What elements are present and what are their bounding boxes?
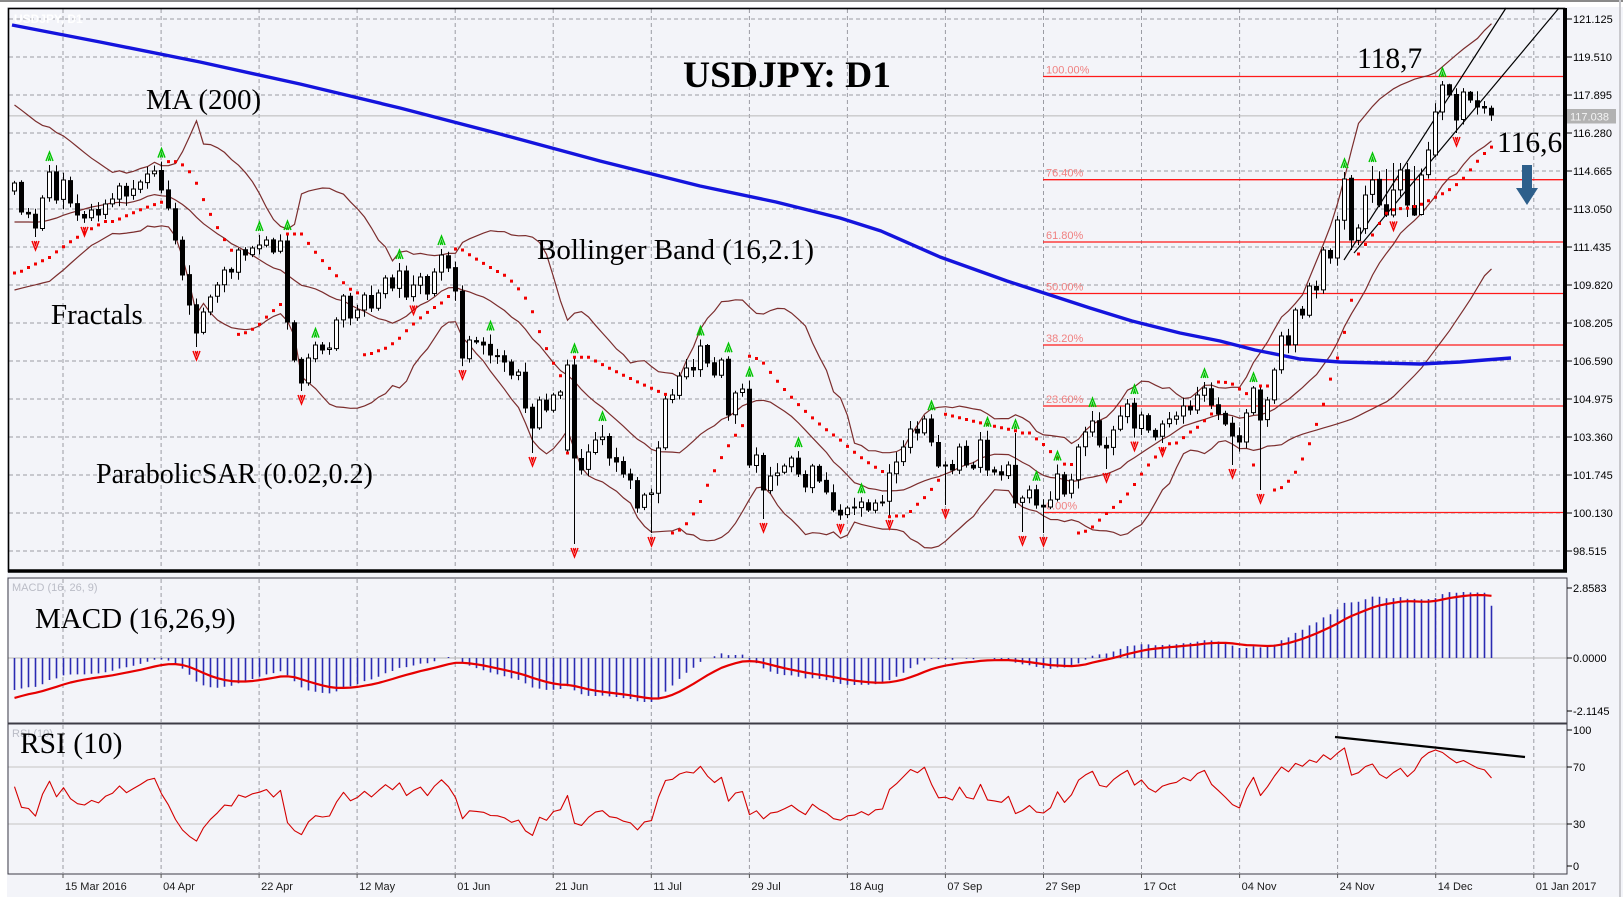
svg-text:61.80%: 61.80%: [1046, 230, 1084, 242]
svg-text:18 Aug: 18 Aug: [849, 881, 883, 893]
svg-text:14 Dec: 14 Dec: [1438, 881, 1473, 893]
svg-text:07 Sep: 07 Sep: [947, 881, 982, 893]
svg-text:50.00%: 50.00%: [1046, 282, 1084, 294]
svg-text:100.130: 100.130: [1573, 508, 1613, 520]
svg-text:103.360: 103.360: [1573, 432, 1613, 444]
svg-text:23.60%: 23.60%: [1046, 394, 1084, 406]
svg-text:100.00%: 100.00%: [1046, 65, 1090, 77]
svg-text:116,6: 116,6: [1497, 127, 1562, 159]
svg-text:30: 30: [1573, 819, 1585, 831]
svg-text:119.510: 119.510: [1573, 52, 1612, 64]
svg-text:RSI (10): RSI (10): [20, 728, 122, 760]
svg-text:76.40%: 76.40%: [1046, 168, 1084, 180]
svg-text:11 Jul: 11 Jul: [653, 881, 682, 893]
svg-text:MA (200): MA (200): [146, 84, 261, 116]
svg-text:116.280: 116.280: [1573, 128, 1612, 140]
svg-text:101.745: 101.745: [1573, 470, 1613, 482]
svg-text:04 Apr: 04 Apr: [163, 881, 195, 893]
svg-text:0: 0: [1573, 861, 1579, 873]
svg-text:RSI (10): RSI (10): [12, 728, 53, 740]
svg-text:108.205: 108.205: [1573, 318, 1613, 330]
svg-text:114.665: 114.665: [1573, 166, 1612, 178]
svg-text:117.038: 117.038: [1570, 112, 1609, 124]
svg-text:100: 100: [1573, 725, 1591, 737]
svg-text:98.515: 98.515: [1573, 546, 1607, 558]
svg-text:24 Nov: 24 Nov: [1340, 881, 1375, 893]
svg-text:21 Jun: 21 Jun: [555, 881, 588, 893]
svg-text:04 Nov: 04 Nov: [1242, 881, 1277, 893]
svg-text:2.8583: 2.8583: [1573, 583, 1607, 595]
svg-text:70: 70: [1573, 762, 1585, 774]
svg-text:-2.1145: -2.1145: [1573, 706, 1610, 718]
svg-text:Fractals: Fractals: [51, 299, 143, 331]
svg-text:118,7: 118,7: [1357, 43, 1422, 75]
svg-text:USDJPY, D1: USDJPY, D1: [14, 12, 83, 26]
svg-text:01 Jun: 01 Jun: [457, 881, 490, 893]
svg-text:104.975: 104.975: [1573, 394, 1613, 406]
svg-text:USDJPY: D1: USDJPY: D1: [683, 55, 891, 96]
svg-text:109.820: 109.820: [1573, 280, 1613, 292]
svg-text:111.435: 111.435: [1573, 242, 1611, 254]
svg-text:29 Jul: 29 Jul: [751, 881, 780, 893]
svg-text:121.125: 121.125: [1573, 14, 1613, 26]
svg-text:27 Sep: 27 Sep: [1046, 881, 1081, 893]
svg-text:01 Jan 2017: 01 Jan 2017: [1536, 881, 1597, 893]
svg-text:106.590: 106.590: [1573, 356, 1613, 368]
svg-text:MACD (16, 26, 9): MACD (16, 26, 9): [12, 582, 98, 594]
svg-text:113.050: 113.050: [1573, 204, 1612, 216]
svg-text:Bollinger Band (16,2.1): Bollinger Band (16,2.1): [537, 234, 814, 266]
svg-text:ParabolicSAR (0.02,0.2): ParabolicSAR (0.02,0.2): [96, 459, 373, 490]
svg-text:12 May: 12 May: [359, 881, 396, 893]
svg-text:15 Mar 2016: 15 Mar 2016: [65, 881, 127, 893]
svg-text:17 Oct: 17 Oct: [1144, 881, 1176, 893]
svg-text:0.00%: 0.00%: [1046, 501, 1077, 513]
svg-text:MACD (16,26,9): MACD (16,26,9): [35, 603, 236, 635]
svg-text:117.895: 117.895: [1573, 90, 1612, 102]
svg-text:38.20%: 38.20%: [1046, 333, 1084, 345]
svg-text:0.0000: 0.0000: [1573, 653, 1607, 665]
svg-text:22 Apr: 22 Apr: [261, 881, 293, 893]
